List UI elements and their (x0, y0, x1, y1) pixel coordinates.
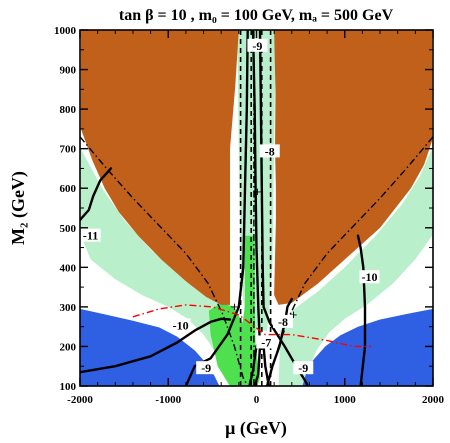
contour-label-bg-7 (272, 314, 293, 328)
region-blue-right (302, 308, 433, 386)
contour-label-2: -10 (361, 270, 377, 284)
x-tick-label-1: -1000 (155, 394, 181, 406)
contour-label-7: -8 (278, 315, 288, 329)
axes: -2000 -1000 0 1000 2000 100 200 300 400 500 600 700… (54, 25, 445, 406)
x-tick-label-4: 2000 (422, 394, 445, 406)
contour-label-bg-5 (293, 361, 314, 375)
contour-label-bg-3 (247, 38, 268, 52)
contour-minus10-left (80, 317, 232, 374)
contour-label-bg-0 (80, 228, 101, 242)
dashdot-line-right-wing (264, 136, 433, 386)
y-tick-label-3: 400 (60, 262, 77, 274)
x-tick-label-2: 0 (254, 394, 260, 406)
contour-label-4: -9 (201, 361, 211, 375)
red-dashdot-line (132, 304, 372, 348)
y-tick-label-2: 300 (60, 302, 77, 314)
y-tick-label-6: 700 (60, 144, 77, 156)
dashdot-line-left-wing (80, 136, 249, 386)
chart-title: tan β = 10 , m₀ = 100 GeV, mₐ = 500 GeV (119, 7, 394, 24)
contour-label-6: -8 (265, 144, 275, 158)
x-tick-label-3: 1000 (334, 394, 357, 406)
markers: + + + (231, 184, 298, 322)
x-tick-label-0: -2000 (67, 394, 93, 406)
y-tick-label-5: 600 (60, 183, 77, 195)
contour-minus10-right (356, 234, 367, 386)
region-mint-right (278, 148, 433, 386)
marker-1: + (231, 299, 239, 314)
contour-label-bg-4 (196, 361, 217, 375)
region-green-center (208, 235, 260, 386)
y-tick-label-4: 500 (60, 223, 77, 235)
y-tick-label-0: 100 (60, 381, 77, 393)
contour-label-3: -9 (252, 39, 262, 53)
y-tick-label-1: 200 (60, 341, 77, 353)
region-orange-right (274, 30, 433, 305)
region-mint-left (80, 148, 248, 386)
y-tick-label-7: 800 (60, 104, 77, 116)
contour-label-1: -10 (173, 318, 189, 332)
contour-label-bg-1 (170, 318, 191, 332)
contour-minus11 (80, 167, 113, 222)
y-tick-label-8: 900 (60, 65, 77, 77)
x-axis-label: μ (GeV) (225, 418, 287, 439)
marker-0: + (254, 184, 262, 199)
contour-labels: -11 -10 -10 -9 -9 -9 -8 -8 -7 (80, 38, 380, 375)
contour-label-bg-8 (256, 335, 277, 349)
contour-label-5: -9 (298, 361, 308, 375)
marker-2: + (290, 307, 298, 322)
contour-label-bg-6 (259, 144, 280, 158)
contour-minus8-right (265, 297, 293, 386)
region-orange-left (80, 30, 239, 305)
regions (80, 30, 433, 386)
y-axis-label: M₂ (GeV) (8, 171, 29, 245)
contour-label-8: -7 (261, 335, 271, 349)
contour-label-bg-2 (359, 270, 380, 284)
contour-label-0: -11 (83, 229, 98, 243)
contour-minus8-center (251, 30, 262, 386)
y-tick-label-9: 1000 (54, 25, 77, 37)
